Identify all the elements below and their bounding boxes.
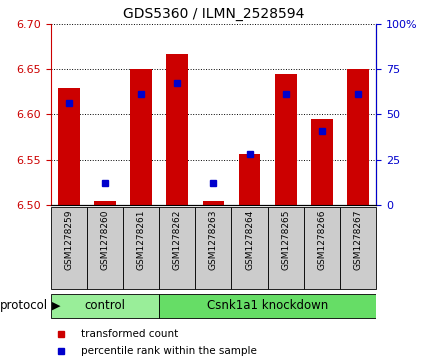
Text: GSM1278267: GSM1278267	[354, 209, 363, 270]
FancyBboxPatch shape	[123, 207, 159, 289]
Bar	[166, 54, 188, 205]
Text: percentile rank within the sample: percentile rank within the sample	[81, 346, 257, 356]
Text: protocol: protocol	[0, 299, 48, 312]
Bar	[311, 119, 333, 205]
Bar	[94, 201, 116, 205]
Text: GSM1278263: GSM1278263	[209, 209, 218, 270]
Bar	[130, 69, 152, 205]
Text: GSM1278259: GSM1278259	[64, 209, 73, 270]
Text: GSM1278265: GSM1278265	[281, 209, 290, 270]
FancyBboxPatch shape	[51, 294, 159, 318]
Bar	[347, 69, 369, 205]
FancyBboxPatch shape	[231, 207, 268, 289]
Text: control: control	[84, 299, 125, 312]
Bar	[275, 74, 297, 205]
Text: GSM1278261: GSM1278261	[136, 209, 146, 270]
FancyBboxPatch shape	[304, 207, 340, 289]
Text: GSM1278264: GSM1278264	[245, 209, 254, 270]
FancyBboxPatch shape	[159, 207, 195, 289]
Text: GSM1278260: GSM1278260	[100, 209, 110, 270]
FancyBboxPatch shape	[268, 207, 304, 289]
FancyBboxPatch shape	[195, 207, 231, 289]
Title: GDS5360 / ILMN_2528594: GDS5360 / ILMN_2528594	[123, 7, 304, 21]
FancyBboxPatch shape	[51, 207, 87, 289]
FancyBboxPatch shape	[159, 294, 376, 318]
Text: transformed count: transformed count	[81, 329, 179, 339]
Text: Csnk1a1 knockdown: Csnk1a1 knockdown	[207, 299, 328, 312]
FancyBboxPatch shape	[340, 207, 376, 289]
Text: ▶: ▶	[51, 300, 60, 310]
Text: GSM1278266: GSM1278266	[317, 209, 326, 270]
Bar	[202, 201, 224, 205]
Bar	[239, 154, 260, 205]
FancyBboxPatch shape	[87, 207, 123, 289]
Bar	[58, 88, 80, 205]
Text: GSM1278262: GSM1278262	[173, 209, 182, 270]
